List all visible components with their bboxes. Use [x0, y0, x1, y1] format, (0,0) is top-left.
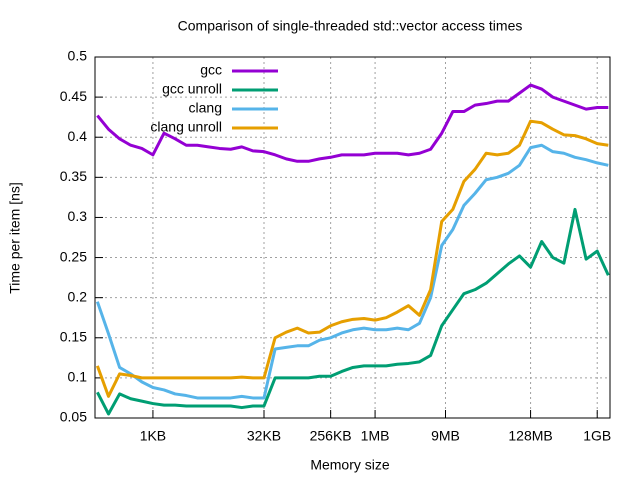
series-line [95, 143, 609, 400]
x-tick-label: 1MB [361, 428, 390, 444]
y-tick-label: 0.05 [60, 409, 87, 425]
y-tick-label: 0.15 [60, 328, 87, 344]
y-tick-label: 0.35 [60, 168, 87, 184]
y-tick-label: 0.4 [68, 128, 88, 144]
x-tick-label: 9MB [431, 428, 460, 444]
x-tick-label: 1GB [583, 428, 611, 444]
series-line [96, 83, 609, 163]
series-line [96, 207, 610, 416]
series-line [95, 119, 609, 398]
legend-label: clang unroll [150, 119, 222, 135]
x-tick-label: 256KB [310, 428, 352, 444]
x-axis-label: Memory size [310, 457, 390, 473]
legend-label: gcc [200, 62, 222, 78]
y-tick-label: 0.5 [68, 48, 88, 64]
x-tick-label: 32KB [247, 428, 281, 444]
plot-frame [94, 56, 611, 419]
y-tick-label: 0.45 [60, 88, 87, 104]
x-tick-label: 1KB [140, 428, 166, 444]
chart-title: Comparison of single-threaded std::vecto… [178, 18, 523, 34]
y-axis-label: Time per item [ns] [7, 182, 23, 294]
y-tick-label: 0.1 [68, 369, 88, 385]
y-tick-label: 0.25 [60, 248, 87, 264]
y-tick-label: 0.2 [68, 288, 88, 304]
x-tick-label: 128MB [508, 428, 552, 444]
legend-label: clang [189, 100, 222, 116]
legend-label: gcc unroll [162, 81, 222, 97]
y-tick-label: 0.3 [68, 208, 88, 224]
